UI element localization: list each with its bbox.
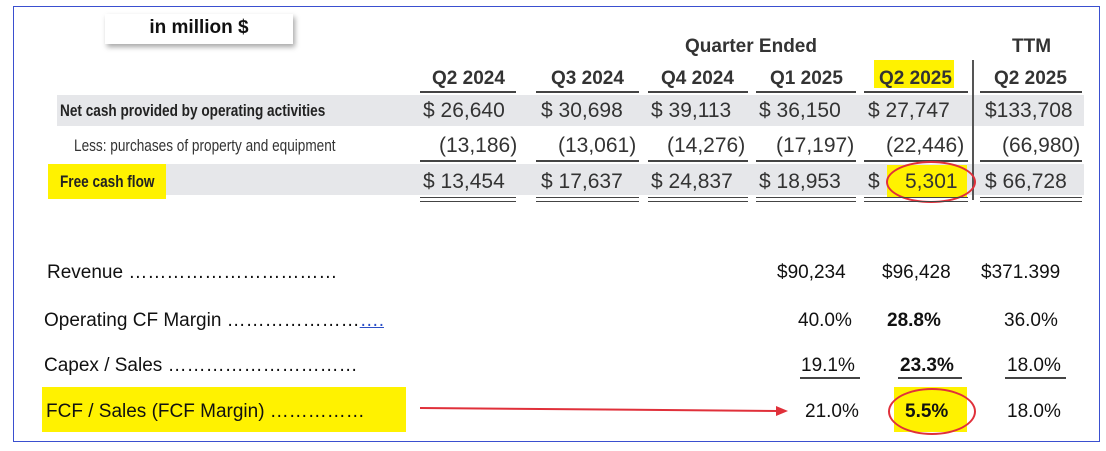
metric-label-fcf-margin: FCF / Sales (FCF Margin) …………… — [46, 401, 365, 422]
row-label-operating-cash: Net cash provided by operating activitie… — [60, 101, 326, 120]
cell-fcf-q4-2024: $ 24,837 — [651, 170, 733, 193]
cell-capex-q1-2025: (17,197) — [776, 134, 855, 157]
header-underline — [648, 91, 748, 93]
total-double-underline — [648, 197, 748, 202]
col-header-q2-2024: Q2 2024 — [432, 68, 505, 89]
header-underline — [864, 91, 968, 93]
metric-revenue-ttm: $371.399 — [981, 262, 1061, 283]
cell-capex-q4-2024: (14,276) — [667, 134, 746, 157]
header-underline — [420, 91, 516, 93]
col-header-ttm-q2-2025: Q2 2025 — [994, 68, 1067, 89]
operating-cf-margin-link[interactable]: …. — [359, 310, 384, 331]
col-header-q3-2024: Q3 2024 — [551, 68, 624, 89]
unit-label: in million $ — [105, 14, 293, 44]
cell-capex-ttm: (66,980) — [1002, 134, 1081, 157]
cell-capex-q3-2024: (13,061) — [558, 134, 637, 157]
header-quarter-ended: Quarter Ended — [685, 36, 817, 57]
header-underline — [536, 91, 639, 93]
metric-fcf-ttm: 18.0% — [1007, 401, 1061, 422]
cell-op-q3-2024: $ 30,698 — [541, 99, 623, 122]
cell-op-ttm: $133,708 — [985, 99, 1073, 122]
header-ttm: TTM — [1012, 36, 1052, 57]
metric-revenue-q2-2025: $96,428 — [882, 262, 951, 283]
capex-underline — [800, 377, 860, 379]
subtotal-underline — [980, 160, 1082, 162]
metric-capex-ttm: 18.0% — [1007, 355, 1061, 376]
annotation-circle-fcf-margin — [888, 388, 976, 435]
subtotal-underline — [420, 160, 516, 162]
metric-opcf-ttm: 36.0% — [1004, 310, 1058, 331]
total-double-underline — [756, 197, 856, 202]
row-label-capex: Less: purchases of property and equipmen… — [74, 136, 336, 155]
cell-op-q2-2025: $ 27,747 — [868, 99, 950, 122]
table-frame — [13, 6, 1100, 442]
cell-capex-q2-2025: (22,446) — [886, 134, 965, 157]
metric-label-revenue: Revenue …………………………… — [47, 262, 338, 283]
cell-op-q1-2025: $ 36,150 — [759, 99, 841, 122]
cell-fcf-q1-2025: $ 18,953 — [759, 170, 841, 193]
metric-opcf-q1-2025: 40.0% — [798, 310, 852, 331]
total-double-underline — [980, 197, 1082, 202]
cell-fcf-q2-2024: $ 13,454 — [423, 170, 505, 193]
annotation-circle-fcf — [886, 161, 976, 203]
cell-op-q2-2024: $ 26,640 — [423, 99, 505, 122]
metric-capex-q1-2025: 19.1% — [801, 355, 855, 376]
capex-underline — [898, 377, 962, 379]
subtotal-underline — [648, 160, 748, 162]
col-header-q2-2025: Q2 2025 — [879, 68, 952, 89]
metric-label-capex-sales: Capex / Sales ………………………… — [44, 355, 358, 376]
metric-opcf-q2-2025: 28.8% — [887, 310, 941, 331]
col-header-q4-2024: Q4 2024 — [661, 68, 734, 89]
total-double-underline — [864, 197, 968, 202]
annotation-arrow — [419, 406, 788, 416]
total-double-underline — [420, 197, 516, 202]
cell-capex-q2-2024: (13,186) — [439, 134, 518, 157]
row-label-free-cash-flow: Free cash flow — [60, 172, 155, 191]
highlight-q2-2025-header — [874, 60, 954, 88]
cell-fcf-q3-2024: $ 17,637 — [541, 170, 623, 193]
total-double-underline — [536, 197, 639, 202]
cell-op-q4-2024: $ 39,113 — [651, 99, 732, 122]
highlight-fcf-label — [48, 164, 166, 199]
metric-label-operating-cf-margin: Operating CF Margin ……………………. — [44, 310, 384, 331]
highlight-fcf-margin-label — [42, 387, 406, 432]
header-underline — [756, 91, 856, 93]
cell-fcf-ttm: $ 66,728 — [985, 170, 1067, 193]
subtotal-underline — [536, 160, 639, 162]
subtotal-underline — [756, 160, 856, 162]
ttm-divider — [972, 60, 974, 200]
subtotal-underline — [864, 160, 968, 162]
row-band-operating — [57, 95, 1084, 126]
metric-revenue-q1-2025: $90,234 — [777, 262, 846, 283]
metric-fcf-q1-2025: 21.0% — [805, 401, 859, 422]
metric-capex-q2-2025: 23.3% — [900, 355, 954, 376]
cell-fcf-q2-2025-dollar: $ — [868, 170, 880, 193]
col-header-q1-2025: Q1 2025 — [770, 68, 843, 89]
header-underline — [980, 91, 1082, 93]
capex-underline — [1005, 377, 1066, 379]
